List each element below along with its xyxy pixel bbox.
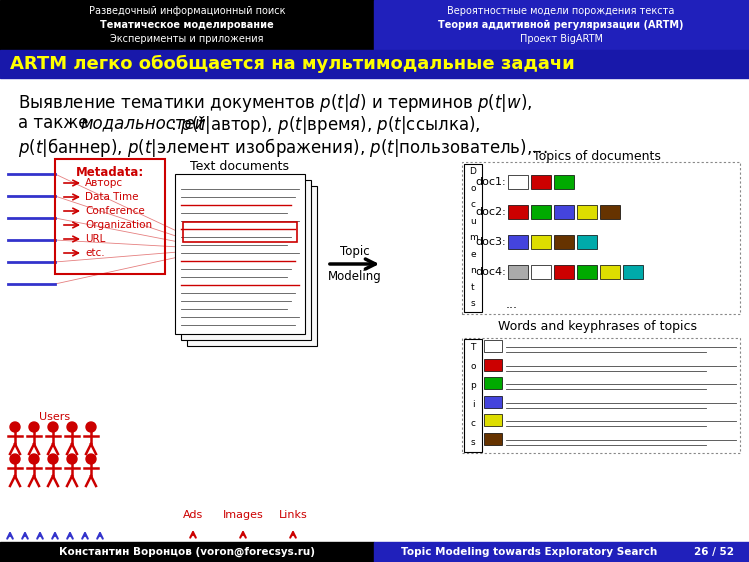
Bar (554, 175, 574, 189)
Text: c: c (470, 201, 476, 210)
Text: модальностей: модальностей (80, 114, 205, 132)
Bar (623, 265, 643, 279)
Circle shape (10, 454, 20, 464)
Circle shape (67, 422, 77, 432)
Bar (531, 265, 551, 279)
Circle shape (29, 454, 39, 464)
Text: Тематическое моделирование: Тематическое моделирование (100, 20, 274, 30)
Text: Теория аддитивной регуляризации (ARTM): Теория аддитивной регуляризации (ARTM) (438, 20, 684, 30)
Text: o: o (470, 362, 476, 371)
Text: а также: а также (18, 114, 94, 132)
Circle shape (86, 422, 96, 432)
Bar (181, 180, 311, 340)
Text: Вероятностные модели порождения текста: Вероятностные модели порождения текста (447, 6, 675, 16)
Bar (508, 265, 528, 279)
Text: 26 / 52: 26 / 52 (694, 547, 734, 557)
Bar (600, 205, 620, 219)
Bar (600, 265, 620, 279)
Bar (577, 205, 597, 219)
Bar (374, 542, 749, 562)
Text: e: e (470, 250, 476, 259)
Bar (484, 396, 502, 407)
Circle shape (10, 422, 20, 432)
Bar (0, 0, 374, 50)
Circle shape (67, 454, 77, 464)
Text: URL: URL (85, 234, 106, 244)
Text: Константин Воронцов (voron@forecsys.ru): Константин Воронцов (voron@forecsys.ru) (59, 547, 315, 557)
Text: T: T (470, 343, 476, 352)
Text: s: s (470, 438, 476, 447)
Circle shape (48, 454, 58, 464)
Bar (55, 159, 165, 274)
Bar (508, 235, 528, 249)
Circle shape (86, 454, 96, 464)
Bar (577, 265, 597, 279)
Bar (464, 339, 482, 452)
Circle shape (29, 422, 39, 432)
Bar (484, 433, 502, 445)
Text: : $p(t|$автор$)$, $p(t|$время$)$, $p(t|$ссылка$)$,: : $p(t|$автор$)$, $p(t|$время$)$, $p(t|$… (170, 114, 481, 136)
Bar (554, 265, 574, 279)
Text: n: n (470, 266, 476, 275)
Bar (531, 205, 551, 219)
Bar (462, 338, 740, 453)
Text: p: p (470, 381, 476, 390)
Text: Выявление тематики документов $p(t|d)$ и терминов $p(t|w)$,: Выявление тематики документов $p(t|d)$ и… (18, 92, 533, 114)
Bar (531, 235, 551, 249)
Text: Words and keyphrases of topics: Words and keyphrases of topics (497, 320, 697, 333)
Bar (508, 205, 528, 219)
Text: s: s (470, 299, 476, 308)
Bar (484, 414, 502, 426)
Text: c: c (470, 419, 476, 428)
Text: u: u (470, 217, 476, 226)
Text: etc.: etc. (85, 248, 105, 258)
Text: Ads: Ads (183, 510, 203, 520)
Text: Разведочный информационный поиск: Разведочный информационный поиск (88, 6, 285, 16)
Bar (484, 340, 502, 352)
Text: Проект BigARTM: Проект BigARTM (520, 34, 602, 44)
Text: $p(t|$баннер$)$, $p(t|$элемент изображения$)$, $p(t|$пользователь$)$,...: $p(t|$баннер$)$, $p(t|$элемент изображен… (18, 136, 548, 159)
Text: Topics of documents: Topics of documents (533, 150, 661, 163)
Text: Авторс: Авторс (85, 178, 123, 188)
Text: Text documents: Text documents (190, 160, 290, 173)
Text: Modeling: Modeling (327, 270, 381, 283)
Bar (374, 0, 749, 50)
Bar (0, 542, 374, 562)
Bar (462, 162, 740, 314)
Text: Links: Links (279, 510, 307, 520)
Text: Эксперименты и приложения: Эксперименты и приложения (110, 34, 264, 44)
Text: Organization: Organization (85, 220, 152, 230)
Text: Users: Users (40, 412, 70, 422)
Text: doc1:: doc1: (476, 177, 506, 187)
Bar (577, 235, 597, 249)
Bar (554, 235, 574, 249)
Text: doc2:: doc2: (476, 207, 506, 217)
Text: i: i (472, 400, 474, 409)
Text: Metadata:: Metadata: (76, 166, 144, 179)
Bar (531, 175, 551, 189)
Bar (0, 50, 749, 78)
Bar (464, 164, 482, 312)
Bar (508, 175, 528, 189)
Text: doc3:: doc3: (476, 237, 506, 247)
Text: Data Time: Data Time (85, 192, 139, 202)
Text: doc4:: doc4: (476, 267, 506, 277)
Text: Conference: Conference (85, 206, 145, 216)
Circle shape (48, 422, 58, 432)
Bar (484, 359, 502, 370)
Text: Topic Modeling towards Exploratory Search: Topic Modeling towards Exploratory Searc… (401, 547, 657, 557)
Text: o: o (470, 184, 476, 193)
Text: ARTM легко обобщается на мультимодальные задачи: ARTM легко обобщается на мультимодальные… (10, 55, 574, 73)
Text: D: D (470, 167, 476, 176)
Bar (187, 186, 317, 346)
Bar (484, 377, 502, 389)
Text: m: m (469, 233, 477, 242)
Text: ...: ... (506, 297, 518, 310)
Text: t: t (471, 283, 475, 292)
Bar (175, 174, 305, 334)
Text: Topic: Topic (340, 245, 369, 258)
Bar (554, 205, 574, 219)
Text: Images: Images (222, 510, 264, 520)
Bar (183, 222, 297, 242)
